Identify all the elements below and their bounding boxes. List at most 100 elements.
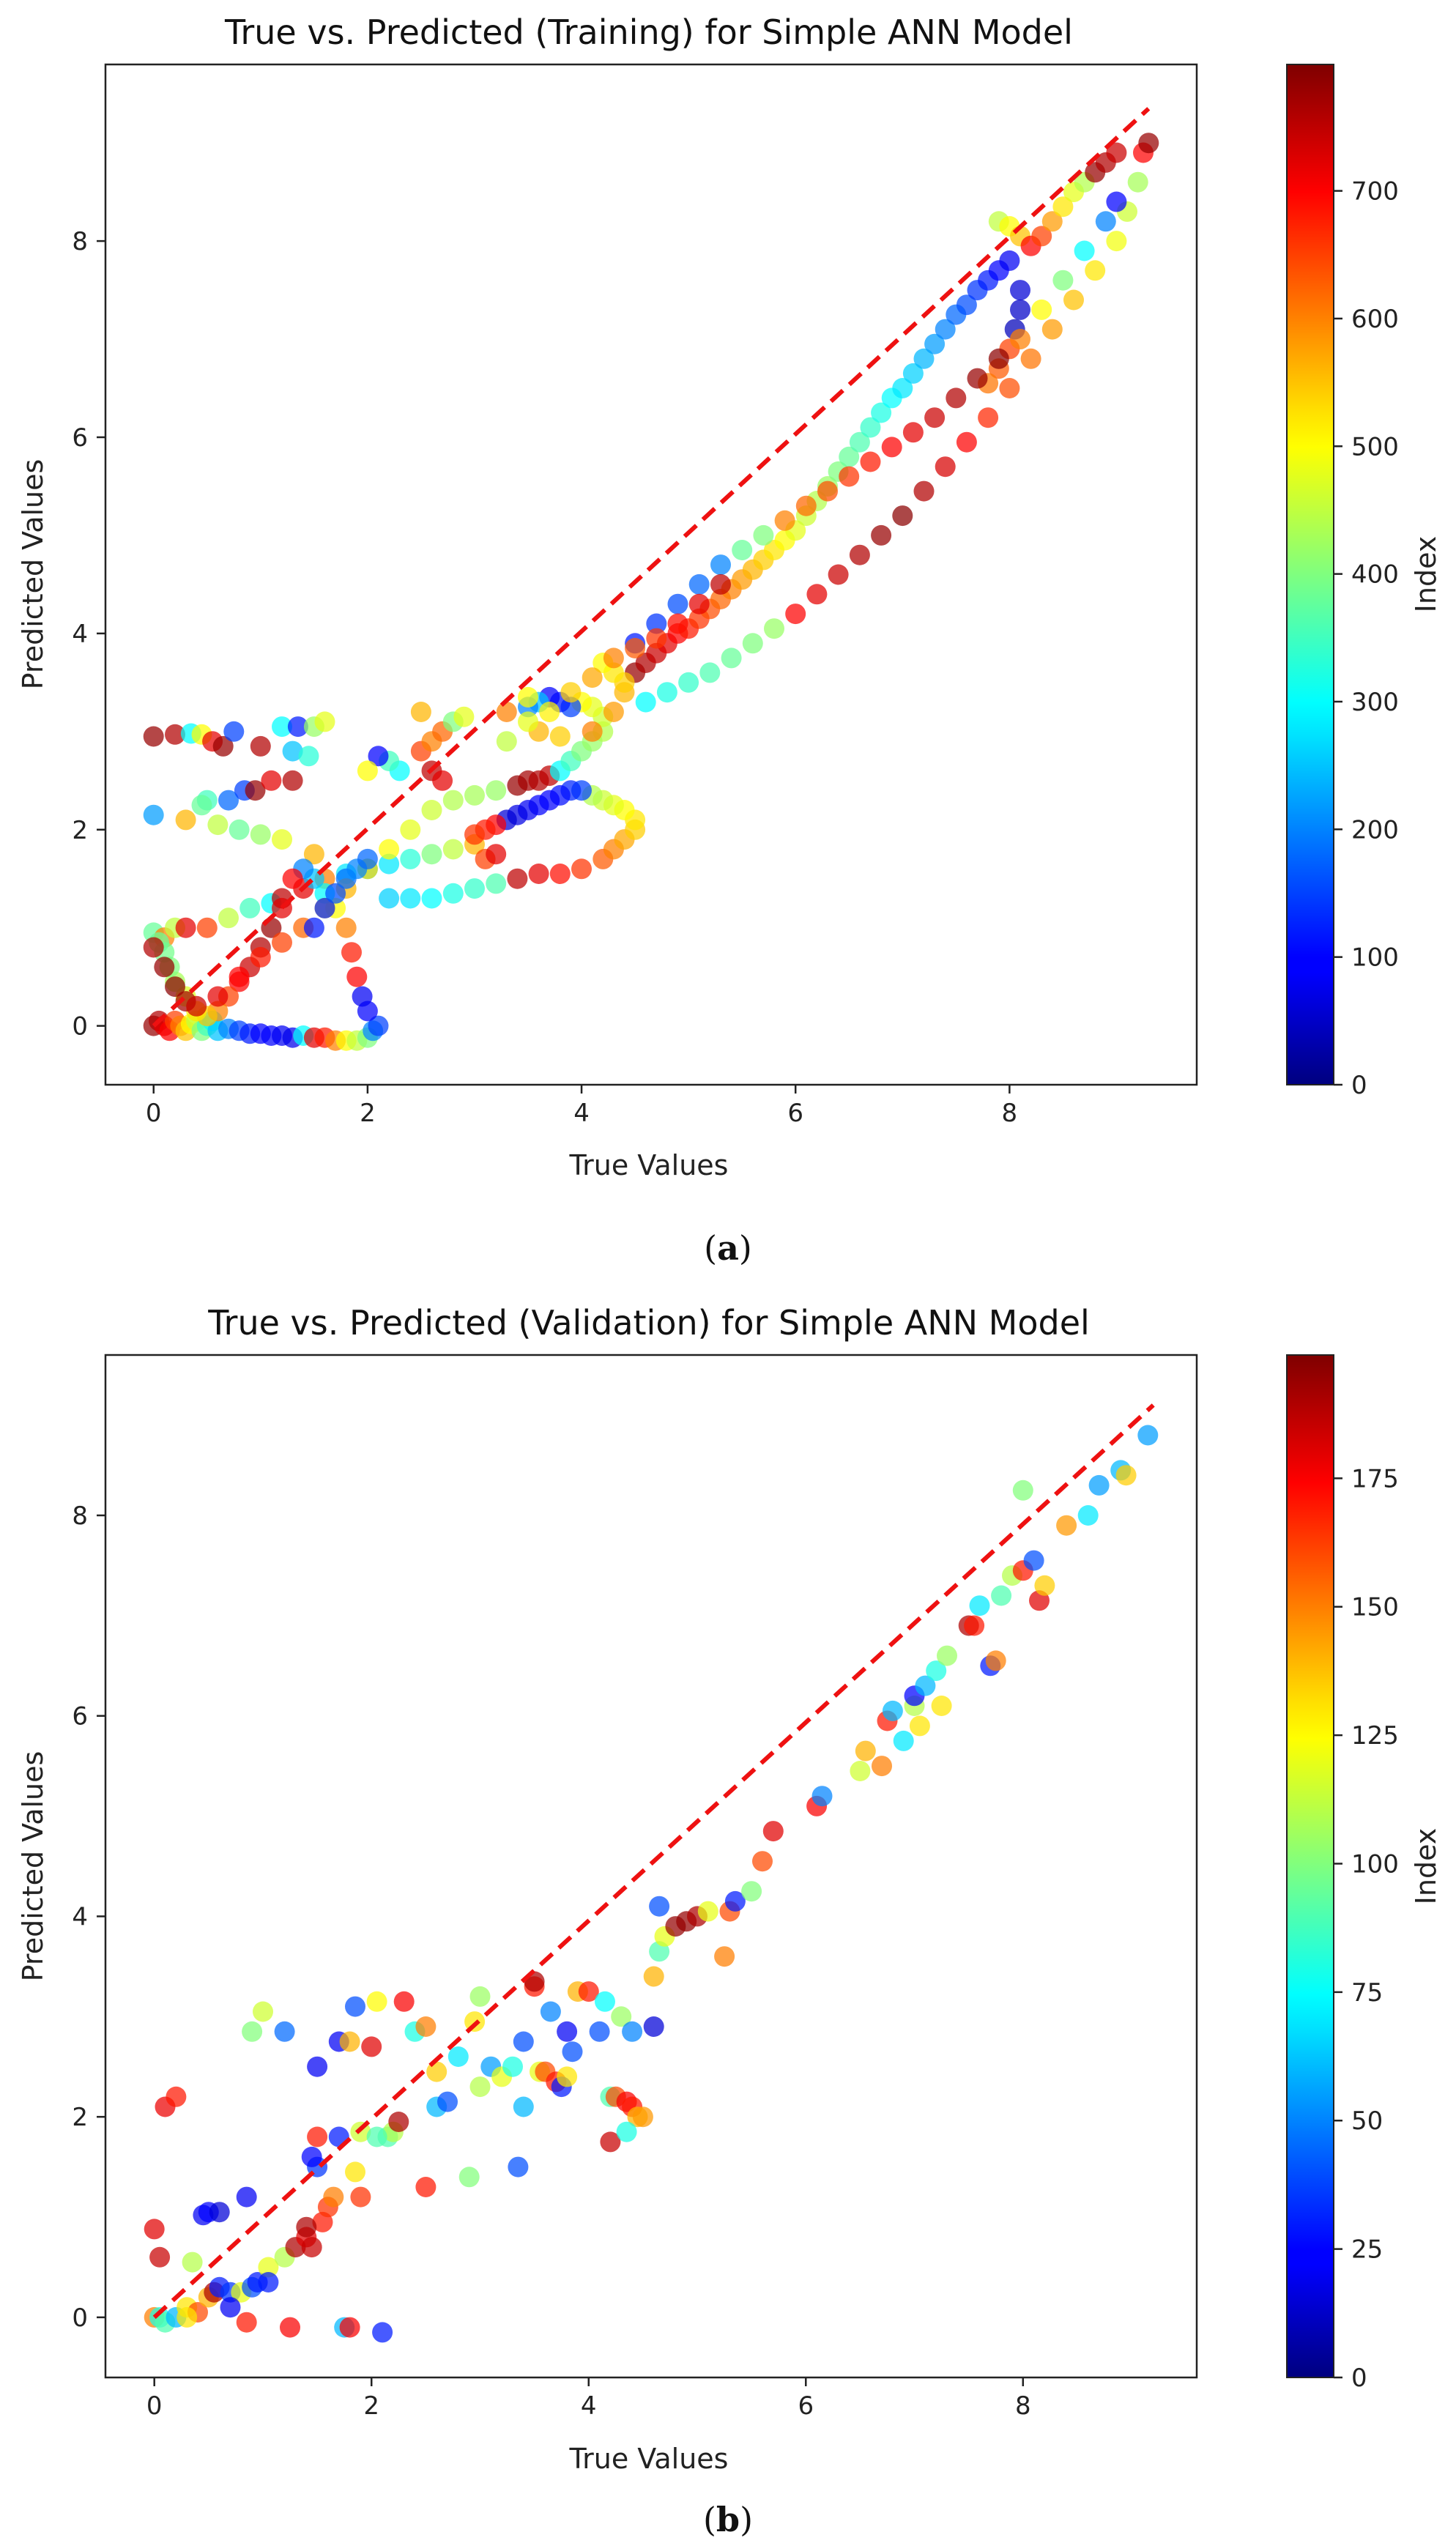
data-point (502, 2056, 523, 2077)
data-point (817, 480, 838, 502)
data-point (560, 682, 582, 703)
y-tick-label: 6 (72, 423, 88, 453)
data-point (421, 800, 442, 820)
data-point (935, 319, 956, 340)
data-point (1012, 1480, 1033, 1501)
data-point (589, 2021, 610, 2042)
data-point (177, 2306, 198, 2328)
data-point (236, 2186, 257, 2208)
data-point (361, 2036, 382, 2057)
data-point (379, 839, 400, 860)
data-point (421, 844, 442, 865)
data-point (882, 1700, 903, 1721)
data-point (562, 2041, 583, 2063)
data-point (239, 897, 261, 918)
data-point (1088, 1474, 1110, 1496)
colorbar-tick-label: 100 (1351, 943, 1399, 973)
data-point (301, 2146, 322, 2167)
y-tick-label: 6 (72, 1702, 88, 1731)
data-point (528, 864, 549, 884)
data-point (839, 466, 860, 487)
colorbar-tick-label: 500 (1351, 432, 1399, 461)
data-point (578, 1981, 599, 2002)
colorbar-label: Index (1410, 536, 1442, 613)
data-point (379, 888, 400, 909)
data-point (207, 814, 229, 836)
data-point (314, 711, 335, 732)
chart-title: True vs. Predicted (Validation) for Simp… (207, 1303, 1090, 1343)
data-point (229, 819, 250, 840)
data-point (752, 1851, 773, 1872)
data-point (603, 702, 624, 722)
data-point (828, 564, 849, 585)
data-point (165, 976, 185, 998)
data-point (582, 721, 603, 742)
data-point (496, 702, 517, 722)
data-point (366, 1991, 387, 2012)
data-point (372, 2322, 393, 2343)
colorbar-tick-label: 0 (1351, 2364, 1367, 2393)
colorbar-tick-label: 75 (1351, 1978, 1383, 2008)
data-point (393, 1991, 415, 2012)
x-tick-label: 4 (581, 2391, 597, 2421)
data-point (368, 1015, 389, 1036)
x-axis-label: True Values (569, 2443, 729, 2475)
data-point (272, 829, 292, 850)
data-point (1085, 260, 1106, 281)
data-point (557, 2021, 578, 2042)
data-point (253, 2001, 273, 2022)
data-point (1063, 289, 1084, 311)
data-point (250, 824, 271, 845)
data-point (999, 378, 1020, 398)
y-axis: 0 2 4 6 8 (72, 227, 105, 1042)
data-point (350, 2186, 371, 2208)
data-point (282, 868, 303, 889)
colorbar (1286, 64, 1334, 1085)
data-point (785, 604, 806, 625)
data-point (325, 883, 346, 904)
data-point (400, 888, 421, 909)
data-point (741, 1881, 762, 1902)
data-point (688, 573, 710, 595)
data-point (1074, 240, 1095, 261)
panel-letter: a (717, 1228, 739, 1268)
data-point (1077, 1505, 1099, 1526)
data-point (1020, 348, 1041, 369)
data-point (678, 672, 699, 693)
data-point (603, 647, 624, 669)
data-point (871, 402, 892, 423)
data-point (280, 2317, 300, 2338)
panel-label-b: (b) (703, 2500, 753, 2539)
data-point (600, 2131, 621, 2153)
data-point (518, 686, 538, 708)
data-point (149, 2246, 171, 2268)
x-tick-label: 2 (360, 1099, 376, 1128)
data-point (154, 957, 175, 978)
data-point (513, 2096, 534, 2117)
data-point (1052, 196, 1074, 218)
data-point (507, 868, 528, 889)
colorbar-tick-label: 175 (1351, 1464, 1399, 1493)
data-point (860, 451, 881, 472)
data-point (415, 2016, 437, 2037)
data-point (272, 716, 292, 738)
data-point (967, 368, 988, 389)
data-point (625, 638, 646, 658)
data-point (144, 2219, 165, 2240)
data-point (849, 544, 870, 565)
y-tick-label: 2 (72, 816, 88, 845)
data-point (539, 702, 560, 722)
training-chart: True vs. Predicted (Training) for Simple… (17, 12, 1442, 1268)
y-tick-label: 8 (72, 227, 88, 256)
data-point (220, 2297, 241, 2318)
colorbar-tick-label: 300 (1351, 688, 1399, 717)
y-tick-label: 8 (72, 1501, 88, 1531)
data-point (223, 721, 245, 742)
plot-frame (104, 1354, 1198, 2379)
x-tick-label: 8 (1002, 1099, 1018, 1128)
data-point (218, 790, 239, 811)
data-point (915, 1675, 936, 1696)
data-point (442, 839, 464, 860)
colorbar-tick-label: 125 (1351, 1721, 1399, 1751)
